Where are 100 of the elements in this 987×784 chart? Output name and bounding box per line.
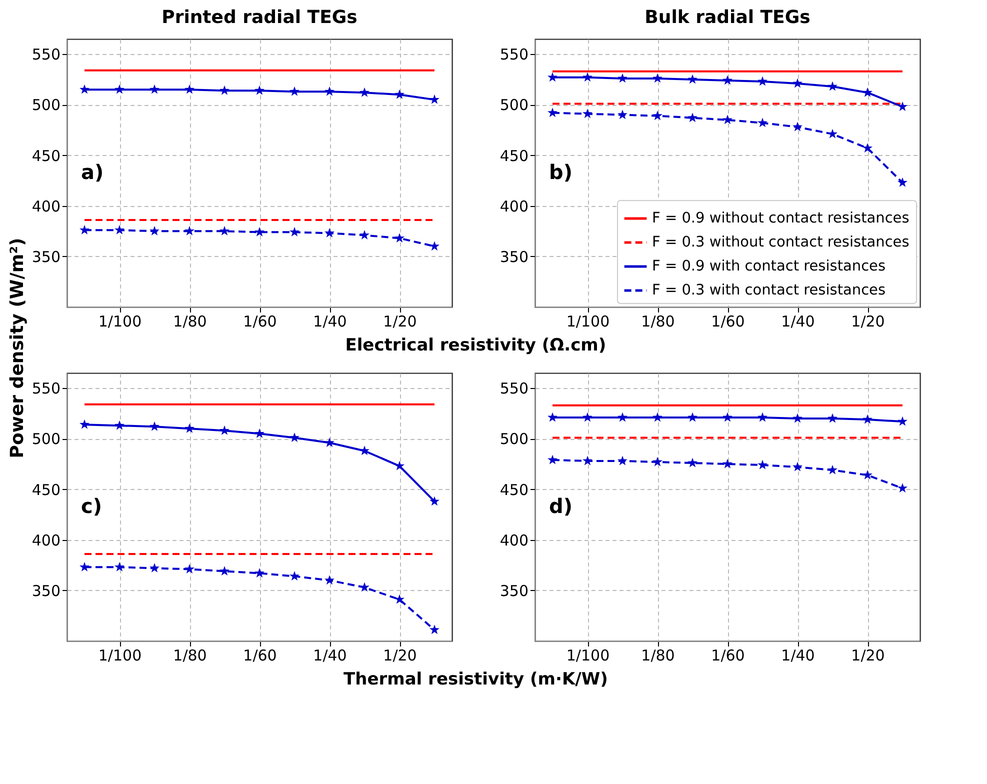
y-tick-label: 550 [32,380,60,398]
y-tick-label: 350 [500,582,528,600]
point [394,89,404,99]
point [722,458,732,468]
point [114,84,124,94]
annotation: d) [549,494,572,518]
x-tick-label: 1/40 [781,312,815,330]
point [80,419,90,429]
point [652,110,662,120]
x-tick-label: 1/100 [98,646,142,664]
point [254,568,264,578]
point [582,412,592,422]
point [548,454,558,464]
point [862,142,872,152]
point [652,73,662,83]
point [360,446,370,456]
y-tick-label: 400 [500,197,528,216]
point [220,226,230,236]
y-tick-label: 500 [32,96,60,114]
point [80,224,90,234]
point [722,114,732,124]
point [324,228,334,238]
point [758,118,768,128]
point [828,128,838,138]
point [548,412,558,422]
point [430,496,440,506]
point [290,86,300,96]
y-tick-label: 500 [32,430,60,448]
point [688,74,698,84]
point [360,230,370,240]
point [150,421,160,431]
point [548,72,558,82]
y-tick-label: 350 [500,248,528,266]
legend-label: F = 0.9 with contact resistances [652,258,886,274]
y-tick-label: 450 [32,480,60,499]
point [758,460,768,470]
point [618,456,628,466]
point [828,464,838,474]
x-tick-label: 1/20 [383,312,417,330]
y-tick-label: 450 [500,480,528,499]
point [150,226,160,236]
x-tick-label: 1/40 [313,646,347,664]
point [394,460,404,470]
point [828,413,838,423]
annotation: a) [81,160,104,184]
x-tick-label: 1/40 [781,646,815,664]
point [582,456,592,466]
point [688,412,698,422]
point [430,94,440,104]
x-tick-label: 1/60 [711,312,745,330]
point [360,582,370,592]
x-axis-title: Electrical resistivity (Ω.cm) [345,336,606,356]
point [430,241,440,251]
point [792,78,802,88]
point [150,562,160,572]
point [898,416,908,426]
x-tick-label: 1/80 [641,646,675,664]
point [114,562,124,572]
x-tick-label: 1/100 [566,646,610,664]
point [184,84,194,94]
legend-label: F = 0.9 without contact resistances [652,210,910,226]
point [114,224,124,234]
legend-label: F = 0.3 without contact resistances [652,234,910,250]
point [184,226,194,236]
x-tick-label: 1/80 [173,646,207,664]
point [792,462,802,472]
y-tick-label: 350 [32,582,60,600]
y-tick-label: 550 [500,380,528,398]
point [290,226,300,236]
x-tick-label: 1/20 [851,646,885,664]
x-tick-label: 1/100 [566,312,610,330]
point [324,438,334,448]
annotation: c) [81,494,102,518]
point [220,425,230,435]
point [862,470,872,480]
point [582,72,592,82]
point [184,564,194,574]
point [548,108,558,118]
x-tick-label: 1/20 [851,312,885,330]
point [652,412,662,422]
chart-title: Bulk radial TEGs [644,7,810,28]
y-tick-label: 400 [500,531,528,550]
x-tick-label: 1/100 [98,312,142,330]
point [652,456,662,466]
point [758,76,768,86]
y-tick-label: 450 [32,146,60,165]
point [618,412,628,422]
point [80,84,90,94]
point [898,177,908,187]
point [290,571,300,581]
point [582,108,592,118]
y-tick-label: 350 [32,248,60,266]
x-axis-title: Thermal resistivity (m·K/W) [344,670,608,690]
point [254,226,264,236]
point [430,624,440,634]
point [618,73,628,83]
point [360,87,370,97]
point [290,432,300,442]
point [792,413,802,423]
point [688,112,698,122]
